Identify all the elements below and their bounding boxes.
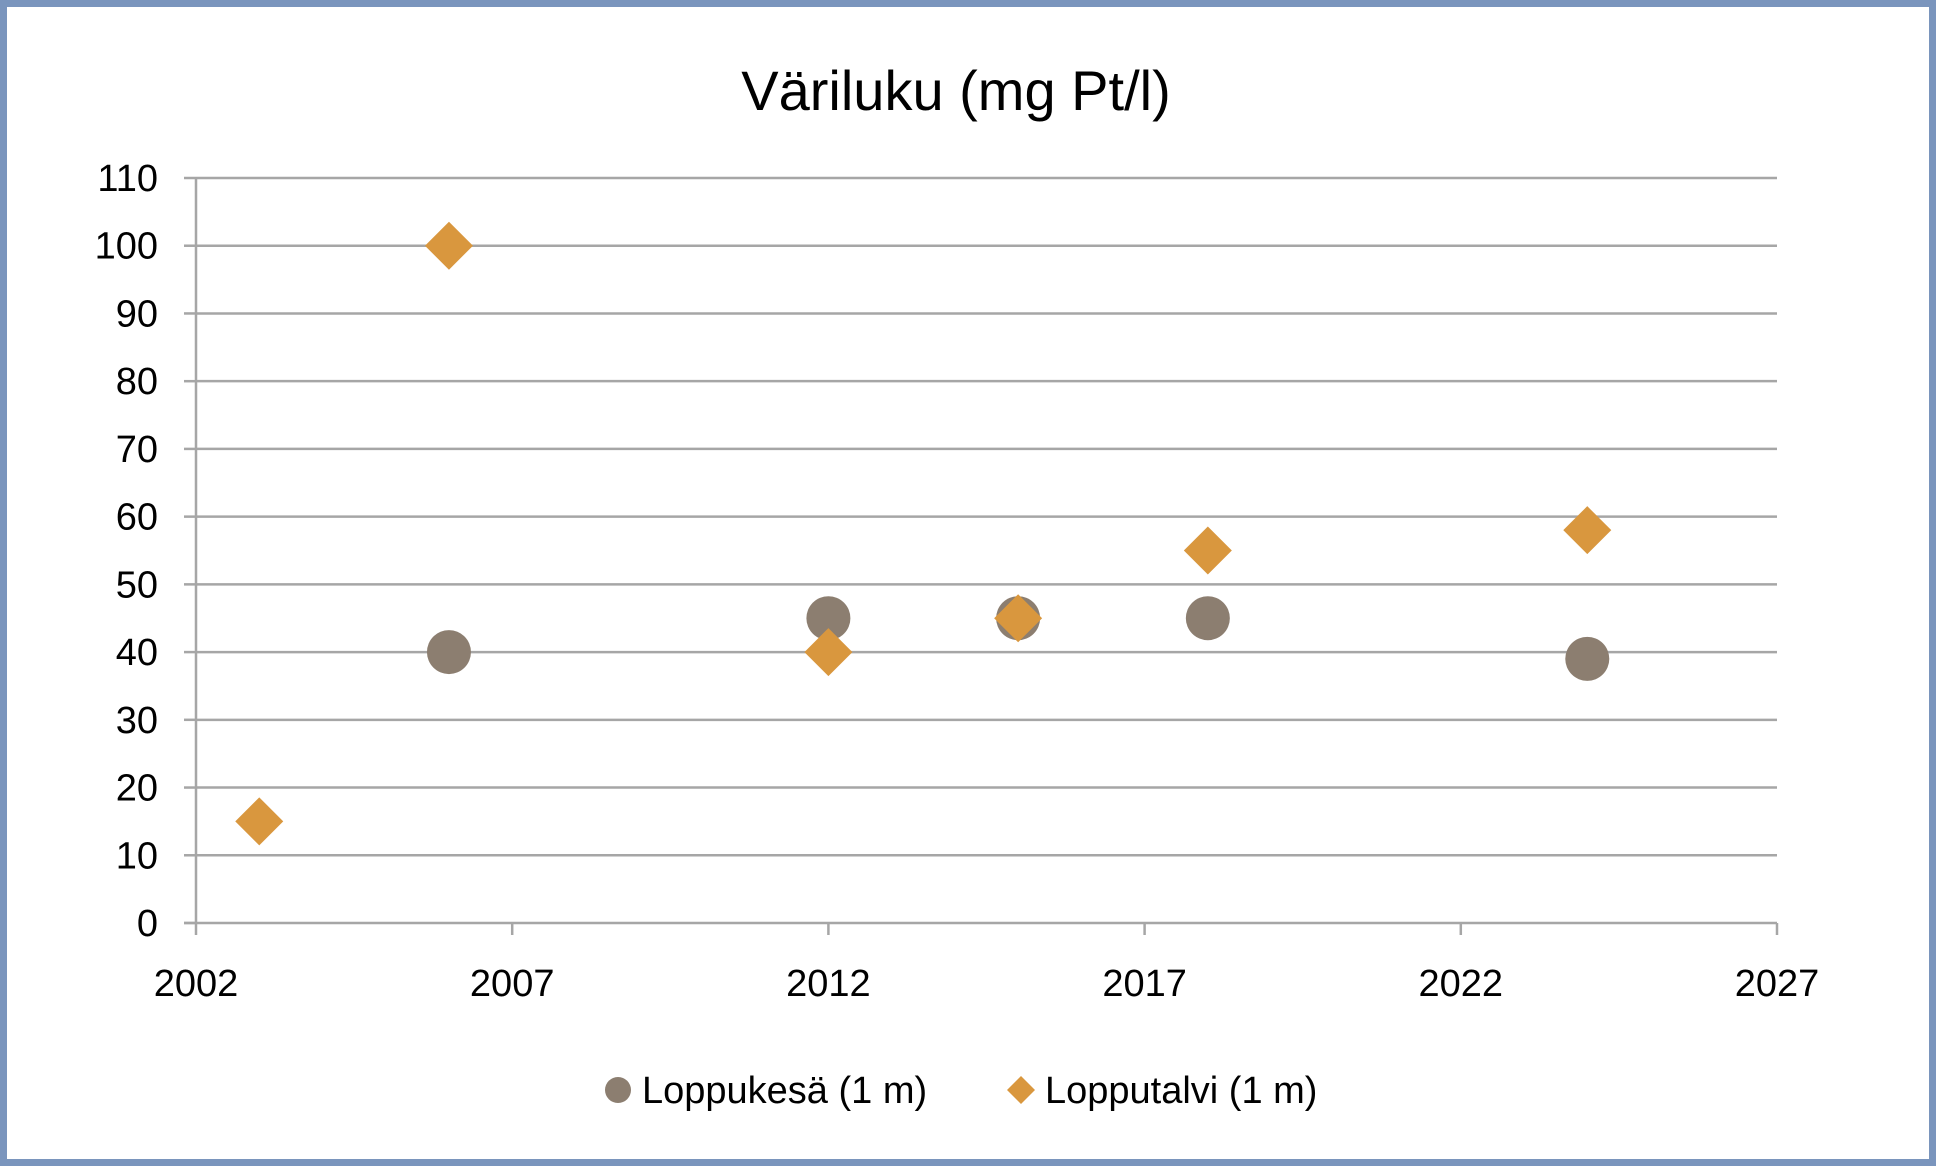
y-tick-label: 0	[137, 903, 158, 945]
diamond-point	[1563, 506, 1612, 555]
y-tick-label: 100	[95, 226, 158, 268]
legend-circle-icon	[605, 1077, 631, 1103]
x-tick-label: 2017	[1102, 963, 1187, 1005]
axes	[184, 176, 1779, 935]
series-2	[235, 221, 1612, 846]
y-tick-label: 10	[116, 835, 158, 877]
x-tick-label: 2012	[786, 963, 871, 1005]
y-tick-label: 110	[97, 158, 158, 200]
data-points	[235, 221, 1612, 846]
legend-item: Lopputalvi (1 m)	[1007, 1070, 1317, 1112]
y-tick-label: 70	[116, 429, 158, 471]
x-tick-label: 2027	[1735, 963, 1820, 1005]
x-tick-label: 2002	[154, 963, 239, 1005]
y-tick-label: 40	[116, 632, 158, 674]
diamond-point	[804, 628, 853, 677]
diamond-point	[1183, 526, 1232, 575]
legend-label: Loppukesä (1 m)	[642, 1070, 927, 1112]
grid-lines	[196, 176, 1777, 857]
circle-point	[426, 630, 471, 675]
diamond-point	[235, 797, 284, 846]
y-tick-labels: 0 10 20 30 40 50 60 70 80 90 100 110	[95, 158, 158, 945]
legend-label: Lopputalvi (1 m)	[1045, 1070, 1317, 1112]
x-tick-labels: 2002 2007 2012 2017 2022 2027	[154, 963, 1820, 1005]
diamond-point	[424, 221, 473, 270]
y-tick-label: 20	[116, 768, 158, 810]
chart-title: Väriluku (mg Pt/l)	[741, 59, 1170, 122]
y-tick-label: 90	[116, 293, 158, 335]
legend-diamond-icon	[1007, 1076, 1035, 1104]
y-tick-label: 30	[116, 700, 158, 742]
diamond-point	[994, 594, 1043, 643]
x-tick-label: 2007	[470, 963, 555, 1005]
circle-point	[1185, 596, 1230, 641]
legend-item: Loppukesä (1 m)	[605, 1070, 927, 1112]
y-tick-label: 60	[116, 497, 158, 539]
circle-point	[1565, 636, 1610, 681]
y-tick-label: 50	[116, 564, 158, 606]
x-tick-label: 2022	[1419, 963, 1504, 1005]
legend: Loppukesä (1 m) Lopputalvi (1 m)	[605, 1070, 1317, 1112]
y-tick-label: 80	[116, 361, 158, 403]
circle-point	[806, 596, 851, 641]
